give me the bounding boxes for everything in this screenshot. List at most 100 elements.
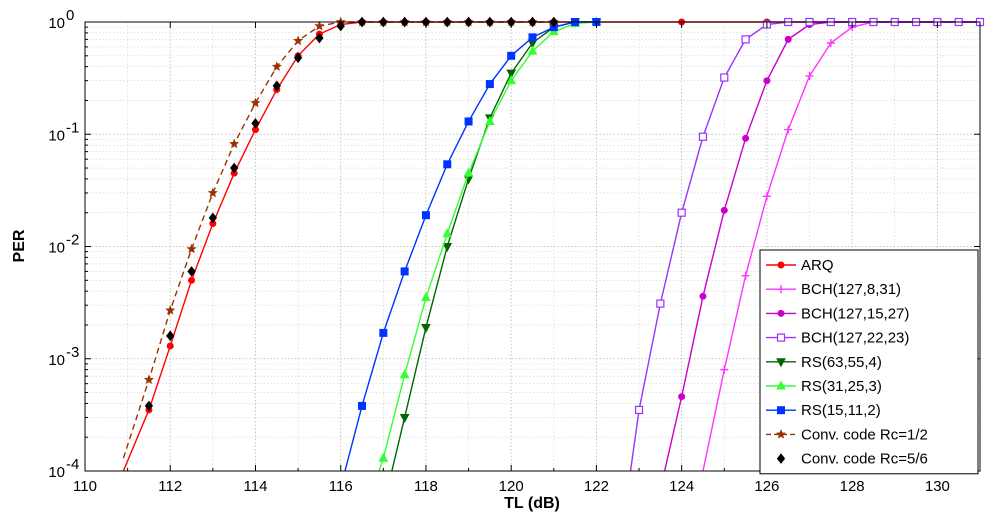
series-5-point	[442, 243, 453, 253]
legend-item-4: BCH(127,22,23)	[766, 330, 909, 347]
series-8-point	[186, 243, 197, 254]
x-tick-label: 126	[754, 478, 779, 495]
legend: ARQ BCH(127,8,31) BCH(127,15,27) BCH(127,22…	[759, 249, 979, 475]
series-6-point	[421, 292, 431, 302]
legend-label: ARQ	[801, 257, 834, 274]
series-7-point	[400, 267, 409, 276]
legend-label: BCH(127,15,27)	[801, 305, 909, 322]
series-7-point	[528, 33, 537, 42]
series-6-point	[485, 115, 495, 125]
y-tick-label: 10	[48, 240, 65, 257]
series-4-point	[741, 35, 750, 44]
y-tick-label: 10	[48, 464, 65, 481]
series-2-point	[826, 39, 835, 48]
series-1-point	[166, 342, 174, 350]
legend-label: BCH(127,8,31)	[801, 281, 901, 298]
legend-label: Conv. code Rc=5/6	[801, 451, 928, 468]
series-6-point	[527, 45, 538, 55]
legend-label: RS(63,55,4)	[801, 354, 882, 371]
x-tick-label: 130	[925, 478, 950, 495]
series-6-point	[442, 228, 453, 238]
x-tick-label: 112	[158, 478, 182, 495]
series-5-point	[421, 323, 431, 334]
series-4-point	[677, 208, 686, 217]
series-9-point	[251, 118, 260, 129]
legend-label: Conv. code Rc=1/2	[801, 426, 928, 443]
legend-marker	[777, 309, 785, 317]
series-7-point	[443, 160, 452, 169]
series-9-point	[315, 32, 324, 44]
series-8-point	[207, 187, 218, 198]
y-tick-exponent: -3	[66, 344, 79, 361]
series-6-point	[506, 75, 517, 85]
series-9-point	[208, 212, 217, 224]
series-7-point	[379, 328, 388, 337]
series-6-point	[399, 369, 410, 379]
series-4-point	[656, 299, 665, 308]
series-8-point	[314, 20, 325, 31]
x-tick-label: 110	[73, 478, 97, 495]
series-8-point	[229, 138, 240, 149]
series-9-point	[166, 330, 175, 342]
legend-item-8: Conv. code Rc=1/2	[766, 426, 928, 443]
series-7-point	[507, 51, 516, 60]
y-tick-label: 10	[48, 15, 65, 32]
legend-marker	[775, 429, 787, 439]
series-7-point	[485, 80, 494, 89]
series-2-point	[741, 271, 750, 280]
series-1-point	[188, 276, 196, 284]
y-tick-exponent: -1	[66, 119, 79, 136]
series-7-point	[464, 117, 473, 126]
y-axis-title: PER	[11, 229, 28, 262]
legend-box	[759, 249, 979, 475]
y-tick-exponent: -2	[66, 232, 79, 249]
series-4-point	[698, 132, 708, 141]
series-2-point	[784, 125, 793, 134]
series-7-point	[421, 211, 430, 220]
x-tick-label: 124	[669, 478, 694, 495]
series-8-point	[271, 61, 282, 71]
series-2-point	[805, 72, 814, 81]
series-7-point	[358, 401, 367, 410]
legend-item-5: RS(63,55,4)	[766, 354, 882, 371]
series-9-point	[187, 266, 196, 277]
series-3-point	[720, 206, 728, 214]
legend-marker	[776, 333, 786, 342]
series-8-point	[143, 374, 154, 385]
series-8-point	[250, 97, 261, 108]
y-tick-label: 10	[48, 352, 65, 369]
x-tick-label: 128	[840, 478, 865, 495]
series-9-point	[293, 52, 303, 64]
legend-marker	[776, 358, 786, 368]
legend-marker	[776, 453, 786, 464]
series-3-point	[742, 134, 750, 142]
series-9-point	[144, 400, 154, 412]
y-tick-exponent: -4	[66, 456, 79, 473]
series-2-point	[762, 192, 771, 201]
series-6-point	[378, 452, 389, 462]
series-4-point	[634, 405, 644, 415]
legend-marker	[777, 406, 785, 415]
series-3-point	[784, 35, 792, 43]
legend-item-6: RS(31,25,3)	[766, 378, 882, 395]
series-3-point	[678, 393, 686, 401]
x-tick-label: 116	[329, 478, 353, 495]
series-2-point	[720, 365, 729, 374]
legend-item-3: BCH(127,15,27)	[766, 305, 909, 322]
legend-label: RS(31,25,3)	[801, 378, 882, 395]
x-tick-label: 122	[584, 478, 609, 495]
y-tick-label: 10	[48, 127, 65, 144]
series-3-point	[763, 77, 771, 85]
series-3-point	[699, 292, 707, 300]
x-tick-label: 118	[414, 478, 438, 495]
legend-item-2: BCH(127,8,31)	[766, 281, 901, 298]
legend-item-1: ARQ	[766, 257, 834, 274]
series-4-point	[720, 73, 729, 82]
x-tick-label: 120	[499, 478, 524, 495]
legend-label: BCH(127,22,23)	[801, 330, 909, 347]
series-9-point	[230, 162, 239, 174]
series-9-point	[272, 80, 281, 92]
legend-marker	[777, 261, 785, 269]
